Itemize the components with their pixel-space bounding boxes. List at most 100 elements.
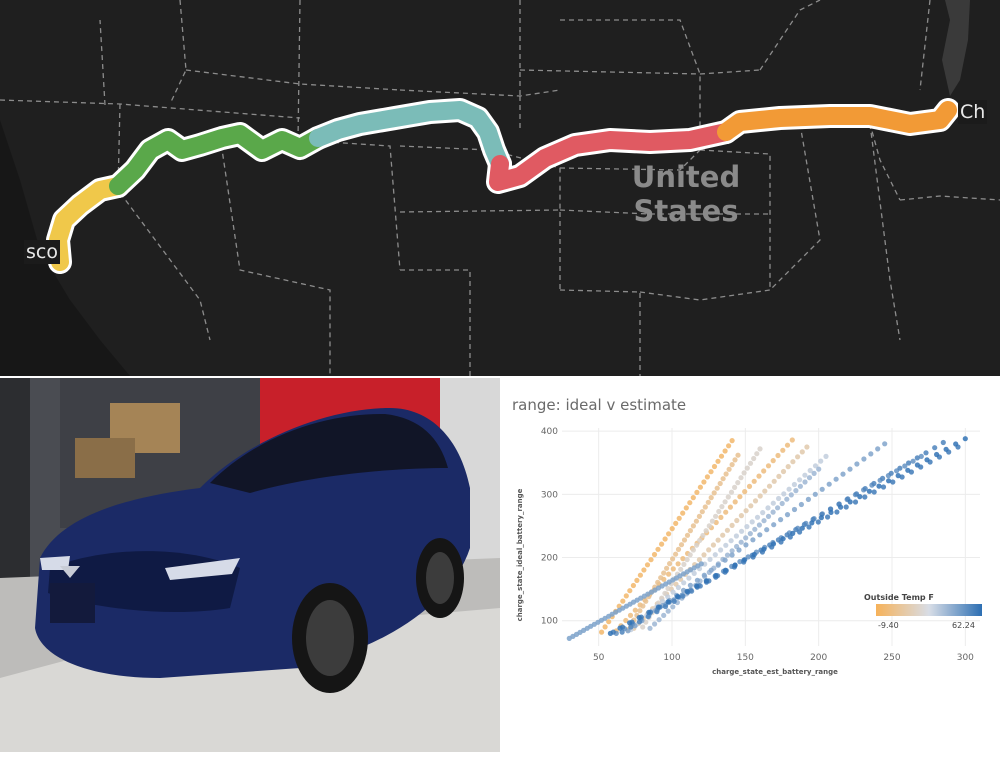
scatter-point xyxy=(857,494,863,500)
scatter-point xyxy=(882,441,888,447)
scatter-point xyxy=(687,528,693,534)
scatter-point xyxy=(745,554,751,560)
scatter-point xyxy=(847,499,853,505)
scatter-point xyxy=(854,461,860,467)
scatter-point xyxy=(722,499,728,505)
route-segment-4[interactable] xyxy=(489,123,735,191)
scatter-point xyxy=(659,541,665,547)
scatter-point xyxy=(791,481,797,488)
scatter-point xyxy=(666,571,672,577)
scatter-point xyxy=(744,465,750,471)
scatter-point xyxy=(703,578,709,584)
scatter-chart[interactable]: 50 100 150 200 250 300 100 200 300 400 charge_sta… xyxy=(500,378,1000,760)
scatter-point xyxy=(940,439,946,446)
scatter-point xyxy=(661,570,667,576)
scatter-point xyxy=(751,478,757,484)
scatter-point xyxy=(728,489,735,495)
scatter-point xyxy=(690,523,696,529)
scatter-point xyxy=(742,489,748,495)
scatter-point xyxy=(606,619,612,625)
scatter-point xyxy=(701,479,707,485)
route-segment-3[interactable] xyxy=(309,101,509,173)
scatter-point xyxy=(637,572,643,578)
scatter-point xyxy=(717,480,723,487)
scatter-point xyxy=(751,551,757,558)
scatter-point xyxy=(757,446,763,452)
scatter-point xyxy=(670,589,676,595)
scatter-point xyxy=(764,527,770,533)
scatter-point xyxy=(675,546,682,552)
scatter-point xyxy=(728,538,734,544)
scatter-point xyxy=(806,475,813,481)
scatter-point xyxy=(809,520,815,526)
scatter-point xyxy=(775,452,781,459)
scatter-point xyxy=(706,523,712,529)
scatter-point xyxy=(661,612,667,618)
scatter-point xyxy=(720,532,726,538)
scatter-point xyxy=(815,519,821,525)
chart-title: range: ideal v estimate xyxy=(512,396,687,414)
city-label-east: Ch xyxy=(958,100,988,124)
scatter-point xyxy=(607,630,613,636)
scatter-point xyxy=(754,451,760,457)
scatter-point xyxy=(880,484,887,490)
scatter-point xyxy=(681,537,688,543)
scatter-point xyxy=(636,615,642,621)
scatter-point xyxy=(754,514,761,520)
scatter-point xyxy=(765,463,772,469)
scatter-point xyxy=(686,575,692,581)
scatter-point xyxy=(734,517,740,524)
route-segment-2[interactable] xyxy=(109,125,327,195)
scatter-point xyxy=(807,467,813,474)
scatter-point xyxy=(699,509,705,515)
scatter-point xyxy=(718,547,724,553)
scatter-point xyxy=(678,542,685,548)
scatter-point xyxy=(645,614,651,620)
scatter-point xyxy=(656,617,662,623)
scatter-point xyxy=(778,517,784,523)
scatter-point xyxy=(895,473,901,479)
scatter-point xyxy=(771,522,777,528)
scatter-point xyxy=(665,599,671,605)
scatter-point xyxy=(910,458,916,464)
y-axis-title: charge_state_ideal_battery_range xyxy=(516,488,524,621)
scatter-point xyxy=(681,561,687,567)
scatter-point xyxy=(680,510,686,516)
scatter-point xyxy=(775,505,781,511)
scatter-point xyxy=(701,552,707,558)
scatter-point xyxy=(693,518,699,524)
scatter-point xyxy=(724,552,731,558)
scatter-point xyxy=(789,437,795,443)
scatter-point xyxy=(943,446,949,452)
scatter-point xyxy=(761,468,767,474)
scatter-point xyxy=(648,557,654,563)
scatter-point xyxy=(802,472,808,478)
scatter-point xyxy=(678,566,684,572)
scatter-point xyxy=(738,513,744,519)
route-segment-5[interactable] xyxy=(717,101,957,141)
scatter-point xyxy=(924,457,930,463)
scatter-point xyxy=(770,541,777,547)
scatter-point xyxy=(627,620,633,626)
scatter-point xyxy=(752,526,758,532)
scatter-point xyxy=(962,436,968,442)
scatter-point xyxy=(818,458,824,464)
scatter-point xyxy=(923,450,929,456)
map-canvas[interactable] xyxy=(0,0,1000,376)
scatter-point xyxy=(791,506,798,513)
scatter-point xyxy=(757,532,763,538)
scatter-point xyxy=(727,504,733,510)
scatter-point xyxy=(798,501,804,508)
scatter-point xyxy=(620,598,626,604)
scatter-point xyxy=(747,460,754,466)
scatter-point xyxy=(662,603,669,610)
scatter-point xyxy=(826,481,832,487)
scatter-point xyxy=(761,546,767,552)
route-map[interactable]: United States sco Ch xyxy=(0,0,1000,376)
y-tick-label: 300 xyxy=(541,490,558,500)
scatter-point xyxy=(834,509,840,515)
scatter-point xyxy=(776,473,782,479)
scatter-point xyxy=(793,527,799,533)
legend-max-label: 62.24 xyxy=(952,621,975,630)
scatter-point xyxy=(662,590,668,596)
